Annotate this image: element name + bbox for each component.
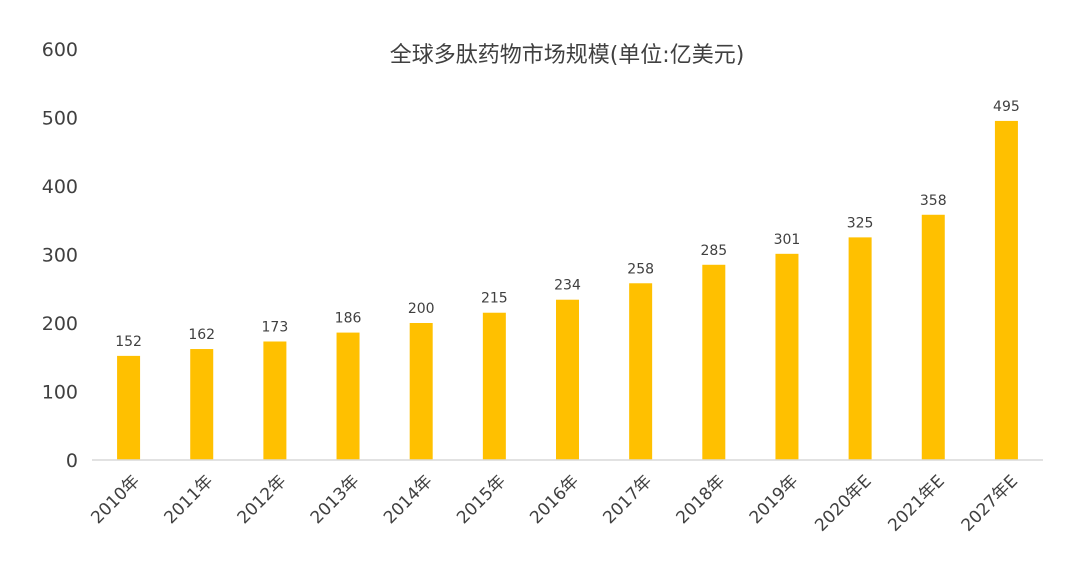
data-label: 495	[993, 99, 1020, 115]
bar	[117, 355, 141, 460]
data-labels: 152 162 173 186 200 215 234 258 285 301 325 358 495	[115, 99, 1020, 350]
data-label: 186	[335, 311, 362, 327]
x-tick-label: 2021年E	[884, 471, 948, 535]
bar	[409, 323, 433, 460]
bar	[263, 341, 287, 460]
data-label: 285	[700, 243, 727, 259]
x-tick-label: 2027年E	[958, 471, 1022, 535]
x-tick-label: 2016年	[526, 471, 583, 528]
bar	[921, 214, 945, 460]
bar	[994, 120, 1018, 461]
y-tick-label: 200	[42, 313, 78, 335]
data-label: 173	[262, 319, 289, 335]
data-label: 358	[920, 193, 947, 209]
bar	[702, 264, 726, 460]
bar	[190, 349, 214, 460]
bars	[117, 120, 1018, 461]
data-label: 258	[627, 261, 654, 277]
data-label: 152	[115, 334, 142, 350]
x-tick-label: 2017年	[599, 471, 656, 528]
x-axis: 2010年 2011年 2012年 2013年 2014年 2015年 2016年 2017年…	[87, 471, 1022, 535]
bar	[629, 283, 653, 460]
bar	[848, 237, 872, 460]
x-tick-label: 2019年	[746, 471, 803, 528]
data-label: 325	[847, 215, 874, 231]
x-tick-label: 2020年E	[811, 471, 875, 535]
x-tick-label: 2012年	[234, 471, 291, 528]
y-tick-label: 600	[42, 39, 78, 61]
x-tick-label: 2018年	[673, 471, 730, 528]
data-label: 200	[408, 301, 435, 317]
y-tick-label: 100	[42, 382, 78, 404]
y-tick-label: 500	[42, 108, 78, 130]
x-tick-label: 2013年	[307, 471, 364, 528]
chart-title: 全球多肽药物市场规模(单位:亿美元)	[390, 43, 745, 68]
x-tick-label: 2015年	[453, 471, 510, 528]
y-tick-label: 0	[66, 450, 78, 472]
x-tick-label: 2014年	[380, 471, 437, 528]
bar	[775, 253, 799, 460]
bar	[556, 299, 579, 460]
bar	[482, 312, 506, 460]
data-label: 234	[554, 278, 581, 294]
data-label: 215	[481, 291, 508, 307]
data-label: 301	[774, 232, 801, 248]
y-tick-label: 300	[42, 245, 78, 267]
y-tick-label: 400	[42, 176, 78, 198]
y-axis: 0 100 200 300 400 500 600	[42, 39, 78, 472]
data-label: 162	[188, 327, 215, 343]
bar	[336, 332, 360, 460]
x-tick-label: 2010年	[87, 471, 144, 528]
x-tick-label: 2011年	[161, 471, 218, 528]
